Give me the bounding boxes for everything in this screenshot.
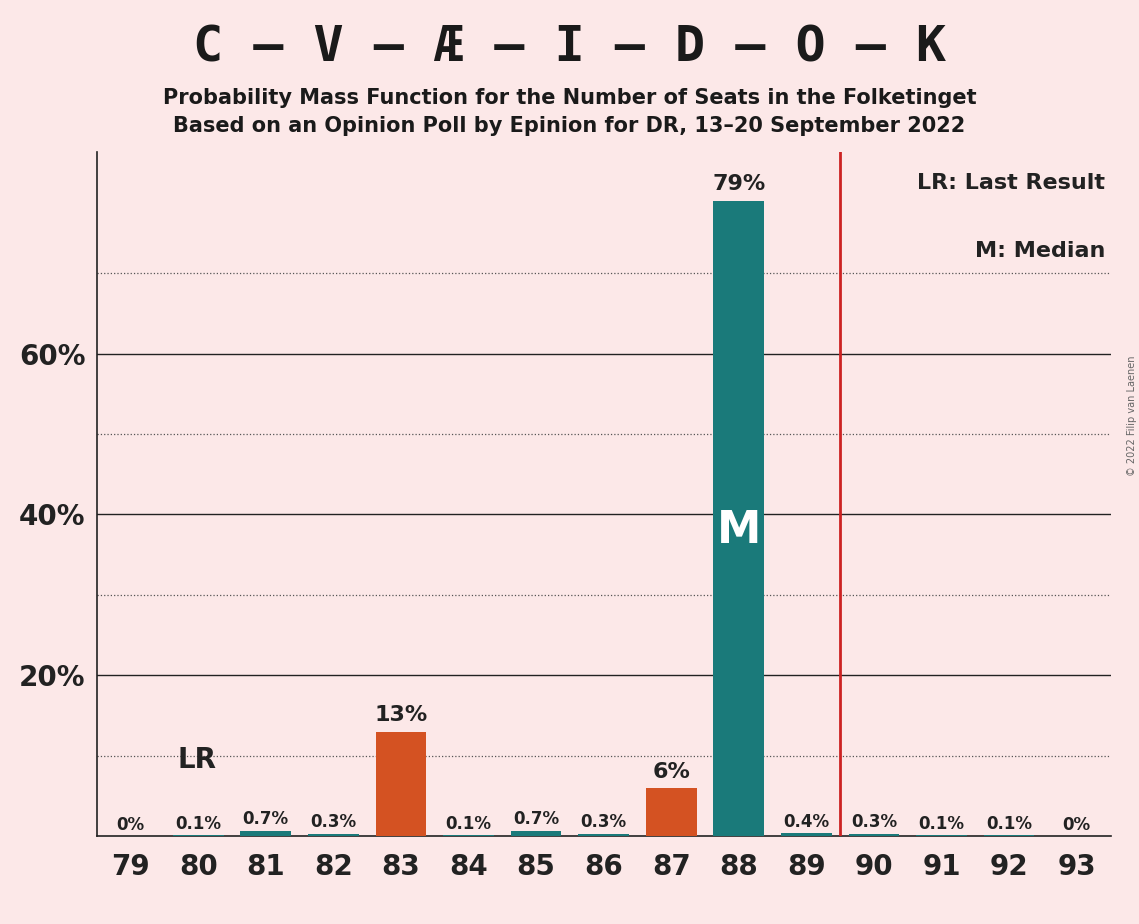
Text: LR: Last Result: LR: Last Result: [917, 173, 1106, 193]
Text: 6%: 6%: [653, 761, 690, 782]
Bar: [849, 833, 900, 836]
Text: 0.1%: 0.1%: [175, 815, 221, 833]
Text: 0.3%: 0.3%: [851, 813, 898, 832]
Text: 0.4%: 0.4%: [784, 812, 829, 831]
Text: 13%: 13%: [375, 705, 427, 725]
Text: 0.7%: 0.7%: [243, 810, 289, 828]
Text: 0.1%: 0.1%: [986, 815, 1032, 833]
Bar: [376, 732, 426, 836]
Text: 0.1%: 0.1%: [445, 815, 492, 833]
Bar: [308, 833, 359, 836]
Text: 0%: 0%: [116, 816, 145, 833]
Bar: [510, 831, 562, 836]
Text: 0.7%: 0.7%: [513, 810, 559, 828]
Text: C – V – Æ – I – D – O – K: C – V – Æ – I – D – O – K: [192, 23, 947, 71]
Text: Probability Mass Function for the Number of Seats in the Folketinget: Probability Mass Function for the Number…: [163, 88, 976, 108]
Text: © 2022 Filip van Laenen: © 2022 Filip van Laenen: [1126, 356, 1137, 476]
Text: M: Median: M: Median: [975, 241, 1106, 261]
Bar: [240, 831, 292, 836]
Bar: [713, 201, 764, 836]
Text: 0.3%: 0.3%: [581, 813, 626, 832]
Bar: [646, 788, 697, 836]
Text: 0.3%: 0.3%: [310, 813, 357, 832]
Text: 0.1%: 0.1%: [918, 815, 965, 833]
Text: LR: LR: [178, 746, 216, 773]
Text: Based on an Opinion Poll by Epinion for DR, 13–20 September 2022: Based on an Opinion Poll by Epinion for …: [173, 116, 966, 136]
Text: M: M: [716, 509, 761, 552]
Bar: [579, 833, 629, 836]
Text: 0%: 0%: [1063, 816, 1091, 833]
Bar: [781, 833, 831, 836]
Text: 79%: 79%: [712, 175, 765, 194]
